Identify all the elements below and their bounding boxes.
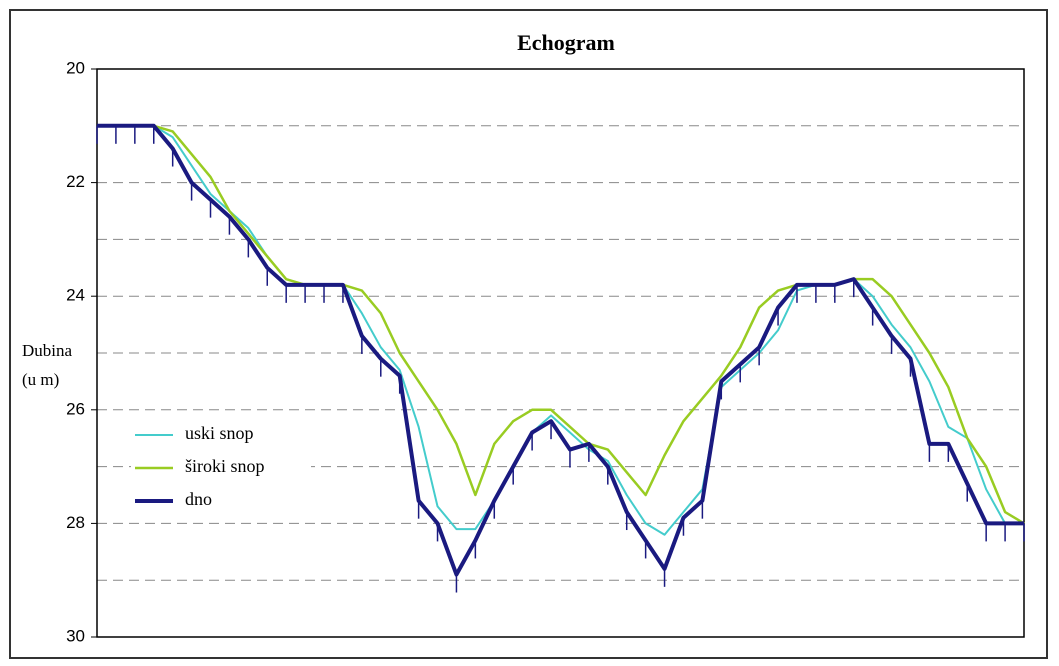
y-axis-label: Dubina: [22, 341, 73, 360]
series-line: [97, 124, 1024, 536]
legend-label: široki snop: [185, 456, 265, 476]
y-tick-label: 24: [66, 286, 85, 305]
plot-frame: [96, 68, 1025, 638]
chart-frame: [9, 9, 1048, 659]
y-tick-label: 26: [66, 399, 85, 418]
chart-title: Echogram: [517, 30, 615, 55]
y-tick-label: 20: [66, 58, 85, 77]
series-line: [97, 124, 1025, 525]
y-tick-label: 30: [66, 626, 85, 645]
legend-label: dno: [185, 489, 212, 509]
legend-label: uski snop: [185, 423, 254, 443]
y-tick-label: 28: [66, 513, 85, 532]
y-tick-label: 22: [66, 172, 85, 191]
series-line: [97, 123, 1024, 577]
y-axis-label: (u m): [22, 370, 59, 389]
